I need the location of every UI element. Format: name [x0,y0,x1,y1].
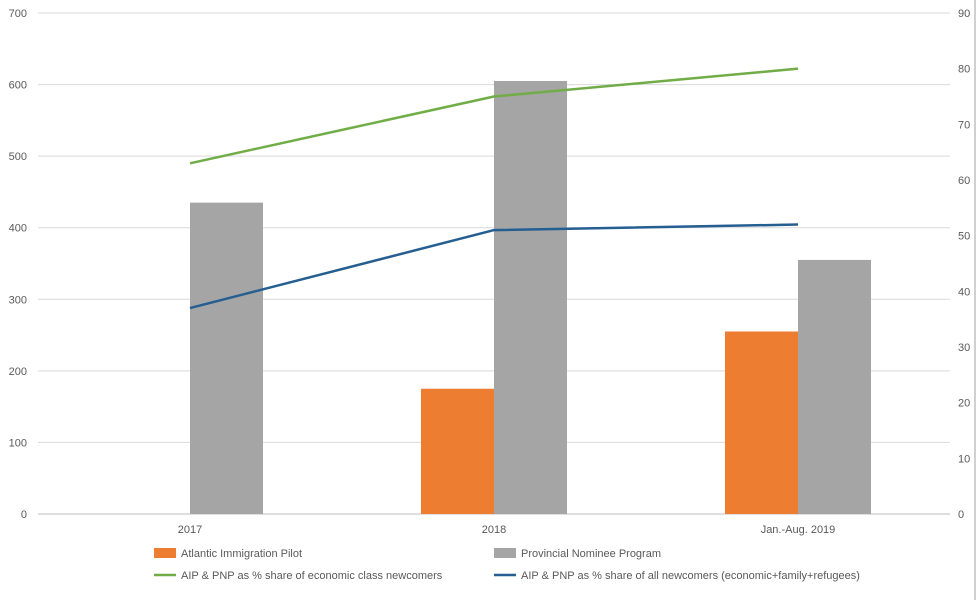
bar [494,80,567,514]
y2-tick-label: 40 [958,286,970,298]
y-tick-label: 400 [9,223,27,235]
bar [798,259,871,514]
legend: Atlantic Immigration Pilot Provincial Nom… [154,548,860,582]
y2-tick-label: 70 [958,119,970,131]
y2-tick-label: 30 [958,342,970,354]
y2-tick-label: 20 [958,398,970,410]
y2-tick-label: 0 [958,509,964,521]
y2-tick-label: 60 [958,175,970,187]
series-line [189,67,799,165]
y-tick-label: 300 [9,294,27,306]
x-tick-label: Jan.-Aug. 2019 [761,524,836,536]
legend-swatch [154,548,176,558]
bar [421,388,494,514]
bar-series [190,80,871,514]
x-tick-label: 2017 [178,524,202,536]
y-tick-label: 200 [9,366,27,378]
legend-label: AIP & PNP as % share of all newcomers (e… [521,570,860,582]
y-tick-label: 0 [21,509,27,521]
y-tick-label: 100 [9,437,27,449]
y2-tick-label: 50 [958,231,970,243]
y2-tick-label: 80 [958,64,970,76]
line-series [189,67,799,310]
y-axis-secondary: 0 10 20 30 40 50 60 70 80 90 [958,8,970,521]
legend-swatch [494,548,516,558]
y-tick-label: 500 [9,151,27,163]
x-tick-label: 2018 [482,524,506,536]
legend-label: Atlantic Immigration Pilot [181,548,302,560]
y2-tick-label: 90 [958,8,970,20]
bar [190,202,263,514]
y2-tick-label: 10 [958,453,970,465]
right-border [974,0,976,600]
x-axis-labels: 2017 2018 Jan.-Aug. 2019 [178,524,836,536]
y-tick-label: 600 [9,80,27,92]
legend-label: AIP & PNP as % share of economic class n… [181,570,443,582]
y-tick-label: 700 [9,8,27,20]
series-line [189,223,799,310]
y-axis-primary: 0 100 200 300 400 500 600 700 [9,8,27,521]
bar [725,331,798,514]
legend-label: Provincial Nominee Program [521,548,661,560]
